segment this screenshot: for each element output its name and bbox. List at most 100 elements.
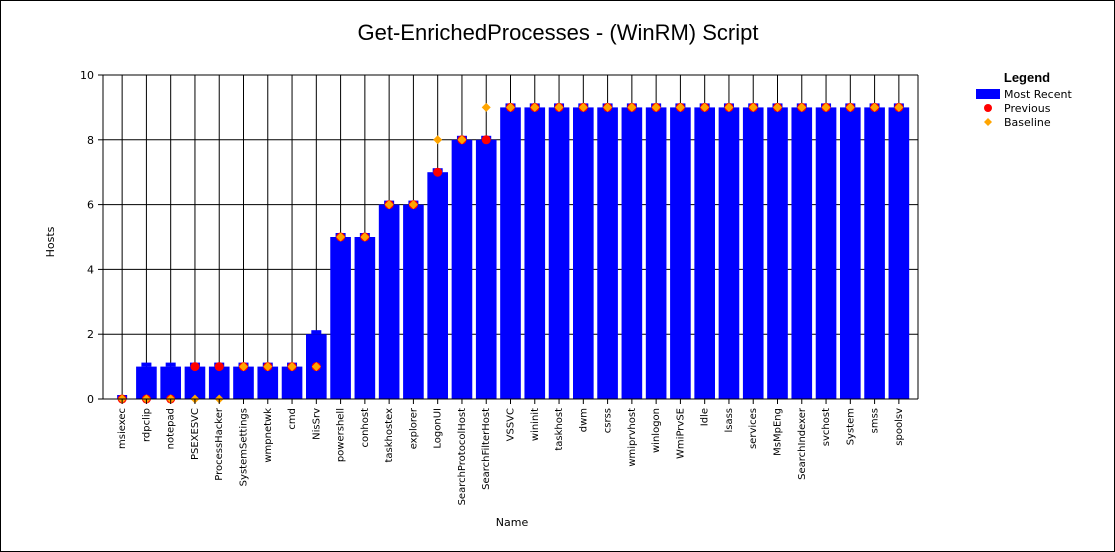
y-tick-label: 2: [87, 328, 94, 341]
bar: [330, 237, 351, 399]
bar: [281, 366, 303, 399]
x-tick-label: SystemSettings: [239, 408, 250, 486]
y-axis-label: Hosts: [44, 226, 57, 257]
bar: [694, 107, 715, 400]
baseline-point: [821, 102, 831, 112]
x-tick-label: smss: [870, 408, 881, 433]
x-tick-label: Idle: [700, 408, 711, 426]
bar: [718, 107, 740, 400]
baseline-point: [773, 102, 782, 112]
bar: [597, 107, 618, 400]
legend-swatch-previous: [984, 104, 992, 112]
bar: [354, 237, 376, 399]
x-tick-label: wmpnetwk: [263, 408, 274, 463]
x-tick-label: msiexec: [117, 408, 128, 449]
x-tick-label: SearchIndexer: [797, 407, 808, 480]
bar: [645, 107, 667, 400]
legend-swatch-bar: [976, 89, 1000, 99]
bar: [888, 107, 910, 400]
baseline-point: [845, 102, 855, 112]
legend-title: Legend: [1004, 70, 1050, 85]
bar: [378, 204, 400, 399]
previous-point: [481, 135, 491, 145]
bar: [524, 107, 546, 400]
legend-label: Baseline: [1004, 116, 1051, 129]
y-tick-label: 0: [87, 393, 94, 406]
baseline-point: [554, 102, 564, 112]
bar: [573, 107, 594, 400]
bar: [791, 107, 813, 400]
x-tick-label: SearchProtocolHost: [457, 408, 468, 506]
bar: [475, 139, 497, 400]
bar: [548, 107, 570, 400]
bar-cap: [165, 362, 176, 367]
baseline-point: [311, 362, 321, 372]
bar: [742, 107, 764, 400]
bar: [208, 366, 230, 399]
baseline-point: [239, 362, 248, 372]
x-tick-label: ProcessHacker: [214, 407, 225, 481]
x-tick-label: SearchFilterHost: [481, 408, 492, 490]
baseline-point: [651, 102, 661, 112]
bar: [427, 172, 448, 399]
bar: [184, 366, 206, 399]
baseline-point: [360, 232, 370, 242]
y-tick-labels: 0 2 4 6 8 10: [80, 69, 94, 406]
legend-label: Previous: [1004, 102, 1051, 115]
bar-cap: [141, 362, 152, 367]
x-tick-label: taskhostex: [384, 408, 395, 463]
x-tick-label: conhost: [360, 408, 371, 448]
baseline-point: [870, 102, 880, 112]
x-tick-label: explorer: [408, 407, 419, 449]
baseline-point: [433, 135, 443, 145]
x-tick-label: rdpclip: [141, 408, 152, 442]
x-tick-label: csrss: [603, 408, 614, 433]
bar: [815, 107, 837, 400]
baseline-point: [603, 102, 613, 112]
baseline-point: [675, 102, 685, 112]
x-tick-labels: msiexec rdpclip notepad PSEXESVC ProcessHack…: [117, 407, 905, 505]
x-tick-label: WmiPrvSE: [675, 408, 686, 459]
x-tick-label: System: [845, 408, 856, 445]
y-tick-label: 8: [87, 134, 94, 147]
baseline-point: [263, 362, 273, 372]
bars: [117, 103, 910, 400]
bar: [621, 107, 643, 400]
x-tick-label: dwm: [578, 408, 589, 432]
x-axis-label: Name: [496, 516, 529, 529]
baseline-point: [336, 232, 346, 242]
axes: [98, 74, 919, 404]
bar: [451, 139, 473, 400]
baseline-point: [797, 102, 807, 112]
y-tick-label: 6: [87, 199, 94, 212]
baseline-point: [408, 200, 418, 210]
bar-cap: [311, 330, 322, 335]
baseline-point: [287, 362, 297, 372]
y-tick-label: 10: [80, 69, 94, 82]
x-tick-label: notepad: [166, 408, 177, 449]
baseline-point: [530, 102, 540, 112]
x-tick-label: cmd: [287, 408, 298, 430]
bar: [670, 107, 691, 400]
x-tick-label: wmiprvhost: [627, 408, 638, 467]
markers: [117, 102, 904, 404]
previous-point: [190, 362, 200, 372]
x-tick-label: winlogon: [651, 408, 662, 453]
legend-label: Most Recent: [1004, 88, 1072, 101]
bar: [767, 107, 788, 400]
baseline-point: [894, 102, 904, 112]
baseline-point: [506, 102, 515, 112]
baseline-point: [724, 102, 734, 112]
y-tick-label: 4: [87, 263, 94, 276]
bar: [160, 366, 181, 399]
baseline-point: [578, 102, 588, 112]
baseline-point: [384, 200, 394, 210]
x-tick-label: wininit: [530, 408, 541, 441]
x-tick-label: services: [748, 408, 759, 449]
x-tick-label: LogonUI: [433, 408, 444, 449]
x-tick-label: spoolsv: [894, 408, 905, 446]
x-tick-label: svchost: [821, 408, 832, 446]
x-tick-label: NisSrv: [311, 408, 322, 440]
